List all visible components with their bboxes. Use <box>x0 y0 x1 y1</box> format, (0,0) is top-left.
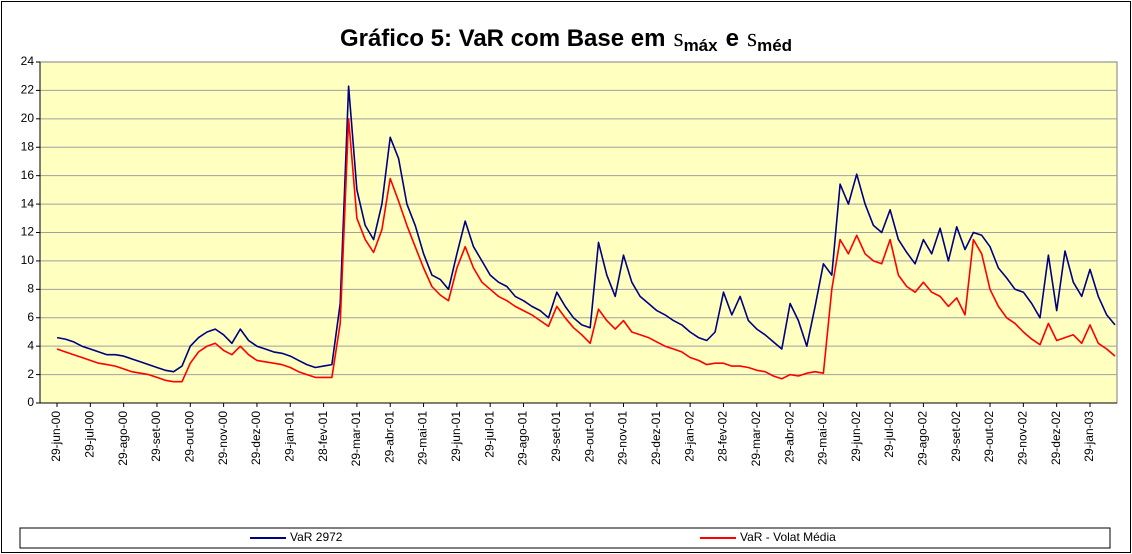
y-tick-label: 6 <box>27 310 34 324</box>
x-tick-label: 29-ago-00 <box>116 411 130 466</box>
title-part: s <box>747 23 757 52</box>
x-tick-label: 29-jun-02 <box>849 411 863 462</box>
x-tick-label: 29-jul-00 <box>82 411 96 458</box>
y-tick-label: 18 <box>21 139 35 153</box>
title-part: máx <box>684 36 719 55</box>
chart-title: Gráfico 5: VaR com Base em smáx e sméd <box>340 23 792 55</box>
x-tick-label: 29-jun-00 <box>49 411 63 462</box>
x-tick-label: 29-mai-01 <box>416 411 430 465</box>
x-tick-label: 29-nov-02 <box>1016 411 1030 465</box>
x-tick-label: 29-jan-01 <box>282 411 296 462</box>
x-tick-label: 29-nov-01 <box>616 411 630 465</box>
legend-label: VaR - Volat Média <box>740 530 836 544</box>
x-tick-label: 29-dez-01 <box>649 411 663 465</box>
x-tick-label: 29-mai-02 <box>816 411 830 465</box>
x-tick-label: 29-jun-01 <box>449 411 463 462</box>
x-tick-label: 29-abr-01 <box>382 411 396 463</box>
y-tick-label: 0 <box>27 395 34 409</box>
x-tick-label: 29-nov-00 <box>216 411 230 465</box>
y-tick-label: 24 <box>21 54 35 68</box>
x-tick-label: 29-dez-00 <box>249 411 263 465</box>
x-tick-label: 29-jan-02 <box>682 411 696 462</box>
x-tick-label: 29-out-01 <box>582 411 596 463</box>
title-part: méd <box>757 36 792 55</box>
x-tick-label: 29-out-00 <box>182 411 196 463</box>
y-tick-label: 22 <box>21 83 35 97</box>
x-tick-label: 29-set-02 <box>949 411 963 462</box>
title-part: e <box>726 25 739 52</box>
x-tick-label: 29-abr-02 <box>782 411 796 463</box>
y-tick-label: 2 <box>27 367 34 381</box>
x-tick-label: 28-fev-02 <box>716 411 730 462</box>
x-tick-label: 29-ago-01 <box>516 411 530 466</box>
x-tick-label: 28-fev-01 <box>316 411 330 462</box>
x-tick-label: 29-jan-03 <box>1082 411 1096 462</box>
y-tick-label: 4 <box>27 338 34 352</box>
legend-label: VaR 2972 <box>290 530 343 544</box>
y-tick-label: 14 <box>21 196 35 210</box>
series-line <box>56 118 1116 383</box>
y-tick-label: 12 <box>21 225 35 239</box>
x-tick-label: 29-out-02 <box>982 411 996 463</box>
x-tick-label: 29-set-01 <box>549 411 563 462</box>
y-tick-label: 8 <box>27 282 34 296</box>
x-tick-label: 29-jul-02 <box>882 411 896 458</box>
title-part: s <box>673 23 683 52</box>
x-tick-label: 29-dez-02 <box>1049 411 1063 465</box>
x-tick-label: 29-ago-02 <box>916 411 930 466</box>
series-line <box>56 85 1116 373</box>
y-tick-label: 10 <box>21 253 35 267</box>
title-part: Gráfico 5: VaR com Base em <box>340 25 665 52</box>
y-tick-label: 20 <box>21 111 35 125</box>
x-tick-label: 29-mar-01 <box>349 411 363 467</box>
y-tick-label: 16 <box>21 168 35 182</box>
x-tick-label: 29-set-00 <box>149 411 163 462</box>
legend-box <box>19 527 1111 549</box>
x-tick-label: 29-mar-02 <box>749 411 763 467</box>
x-tick-label: 29-jul-01 <box>482 411 496 458</box>
